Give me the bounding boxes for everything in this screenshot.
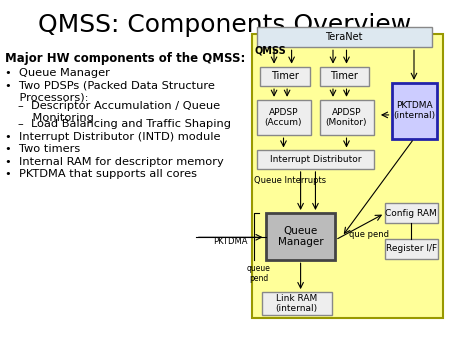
Bar xyxy=(262,292,332,315)
Bar xyxy=(260,67,310,86)
Text: APDSP
(Accum): APDSP (Accum) xyxy=(265,108,302,127)
Bar xyxy=(266,213,335,260)
Text: que pend: que pend xyxy=(349,230,389,239)
Text: PKTDMA: PKTDMA xyxy=(213,237,248,246)
Text: Timer: Timer xyxy=(330,71,358,81)
Text: •  Internal RAM for descriptor memory: • Internal RAM for descriptor memory xyxy=(5,157,224,167)
Text: •  Two timers: • Two timers xyxy=(5,144,81,154)
Text: •  Two PDSPs (Packed Data Structure
    Processors):: • Two PDSPs (Packed Data Structure Proce… xyxy=(5,80,215,102)
Bar xyxy=(385,203,438,223)
Text: •  Interrupt Distributor (INTD) module: • Interrupt Distributor (INTD) module xyxy=(5,132,221,142)
Text: APDSP
(Monitor): APDSP (Monitor) xyxy=(326,108,367,127)
Text: •  Queue Manager: • Queue Manager xyxy=(5,68,110,78)
Text: Config RAM: Config RAM xyxy=(385,209,437,218)
Text: PKTDMA
(internal): PKTDMA (internal) xyxy=(393,101,435,120)
Bar xyxy=(320,67,369,86)
Bar xyxy=(257,150,374,169)
Text: Interrupt Distributor: Interrupt Distributor xyxy=(270,155,361,164)
Text: •  PKTDMA that supports all cores: • PKTDMA that supports all cores xyxy=(5,169,198,179)
Text: Queue Interrupts: Queue Interrupts xyxy=(254,176,326,185)
Text: Major HW components of the QMSS:: Major HW components of the QMSS: xyxy=(5,52,246,65)
Text: Link RAM
(internal): Link RAM (internal) xyxy=(276,294,318,313)
Bar xyxy=(385,239,438,259)
Bar xyxy=(320,100,374,135)
Text: –  Load Balancing and Traffic Shaping: – Load Balancing and Traffic Shaping xyxy=(18,119,231,129)
Text: Timer: Timer xyxy=(271,71,299,81)
Bar xyxy=(252,34,443,318)
Text: Queue
Manager: Queue Manager xyxy=(278,226,323,247)
Text: TeraNet: TeraNet xyxy=(325,32,363,42)
Text: QMSS: Components Overview: QMSS: Components Overview xyxy=(38,13,412,37)
Text: QMSS: QMSS xyxy=(254,45,286,55)
Text: Register I/F: Register I/F xyxy=(386,244,437,253)
Text: queue
pend: queue pend xyxy=(247,264,271,283)
Bar xyxy=(392,83,436,139)
Text: –  Descriptor Accumulation / Queue
    Monitoring: – Descriptor Accumulation / Queue Monito… xyxy=(18,101,220,123)
Bar xyxy=(256,27,432,47)
Bar xyxy=(256,100,310,135)
